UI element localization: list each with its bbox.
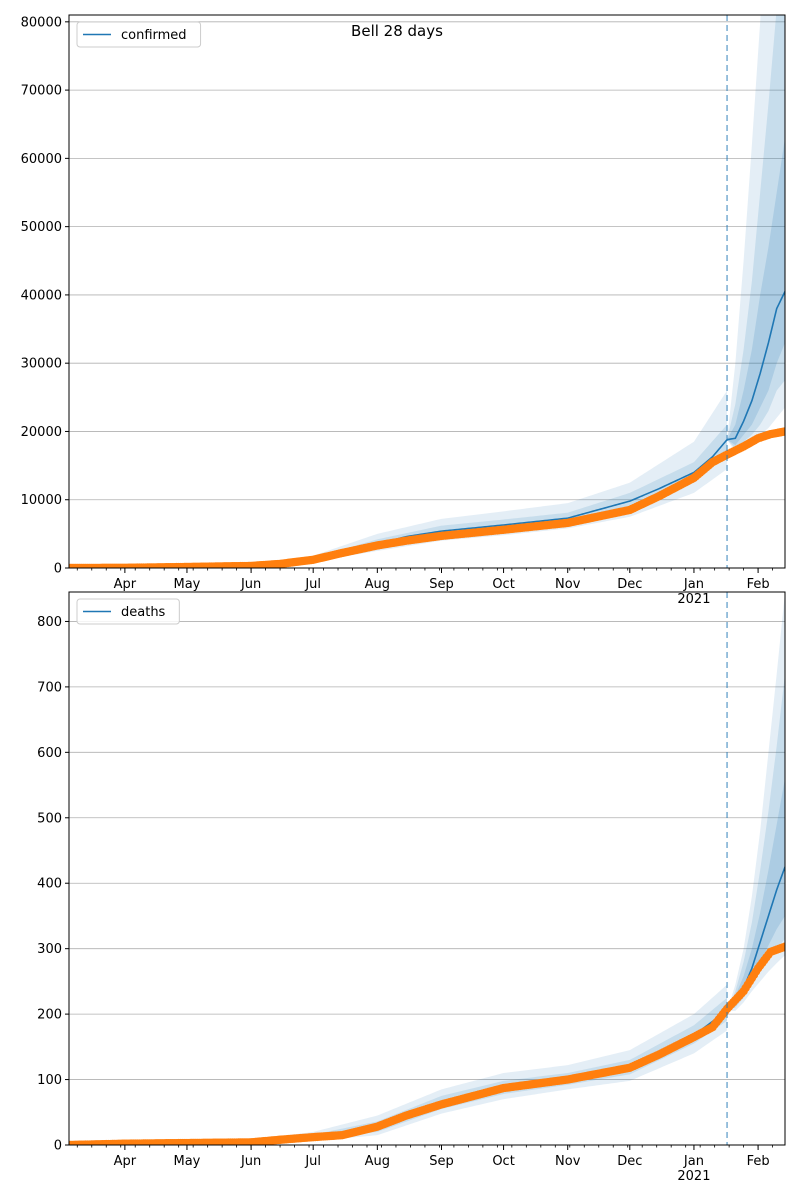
y-tick-label: 10000: [21, 493, 62, 508]
x-tick-label-line: Apr: [114, 577, 137, 592]
x-tick-label: Jun: [240, 577, 261, 592]
x-tick-label: Oct: [492, 577, 514, 592]
axes-frame: [68, 591, 786, 1146]
x-tick-label-line: 2021: [677, 1169, 710, 1184]
confirmed-panel: 0 10000 20000 30000 40000 50000 60000 70000 8000…: [21, 14, 786, 607]
history-band-outer: [69, 984, 728, 1145]
observed-series: [69, 427, 785, 568]
x-tick-label: Feb: [747, 577, 770, 592]
y-tick-label: 60000: [21, 152, 62, 167]
y-tick-label: 100: [37, 1073, 62, 1088]
legend-box: [76, 21, 202, 48]
forecast-band-50: [727, 778, 785, 1011]
legend-label: deaths: [121, 605, 166, 620]
y-tick-label: 300: [37, 942, 62, 957]
x-tick-label: Sep: [429, 1154, 454, 1169]
x-tick-label-line: Jun: [240, 577, 261, 592]
x-tick-label-line: Jan: [683, 1154, 704, 1169]
x-axis: Apr May Jun Jul Aug Sep Oct Nov Dec Jan 2021 Feb: [76, 568, 773, 607]
x-tick-label-line: Jul: [304, 577, 321, 592]
x-tick-label-line: Jan: [683, 577, 704, 592]
x-tick-label-line: Aug: [365, 577, 390, 592]
y-tick-label: 600: [37, 746, 62, 761]
x-tick-label-line: Sep: [429, 577, 454, 592]
forecast-median-line: [726, 291, 785, 441]
y-tick-label: 30000: [21, 357, 62, 372]
x-tick-label-line: May: [174, 577, 201, 592]
x-axis: Apr May Jun Jul Aug Sep Oct Nov Dec Jan 2021 Feb: [76, 1145, 773, 1184]
plot-area: [69, 15, 785, 568]
y-tick-label: 800: [37, 615, 62, 630]
x-tick-label-line: Aug: [365, 1154, 390, 1169]
x-tick-label-line: Sep: [429, 1154, 454, 1169]
x-tick-label: Feb: [747, 1154, 770, 1169]
legend-label: confirmed: [121, 28, 187, 43]
x-tick-label-line: Dec: [617, 577, 642, 592]
y-tick-label: 200: [37, 1008, 62, 1023]
x-tick-label-line: Oct: [492, 1154, 514, 1169]
x-tick-label-line: 2021: [677, 592, 710, 607]
x-tick-label: Jan 2021: [677, 1154, 710, 1184]
axes-frame: [68, 14, 786, 569]
y-tick-label: 70000: [21, 84, 62, 99]
y-tick-label: 40000: [21, 288, 62, 303]
x-tick-label-line: Nov: [555, 1154, 581, 1169]
x-tick-label: Aug: [365, 1154, 390, 1169]
x-tick-label: Dec: [617, 1154, 642, 1169]
y-axis: 0 100 200 300 400 500 600 700 800: [37, 615, 69, 1154]
y-tick-label: 20000: [21, 425, 62, 440]
x-tick-label: Sep: [429, 577, 454, 592]
y-tick-label: 700: [37, 680, 62, 695]
x-tick-label: Nov: [555, 1154, 581, 1169]
forecast-band-80: [727, 15, 785, 449]
x-tick-label: Jul: [304, 577, 321, 592]
observed-series: [69, 942, 785, 1145]
figure-title: Bell 28 days: [351, 22, 443, 40]
legend: deaths: [76, 598, 180, 625]
x-tick-label-line: May: [174, 1154, 201, 1169]
x-tick-label-line: Jun: [240, 1154, 261, 1169]
y-tick-label: 80000: [21, 15, 62, 30]
x-tick-label: Jan 2021: [677, 577, 710, 607]
observed-point: [780, 427, 785, 436]
y-axis: 0 10000 20000 30000 40000 50000 60000 70000 8000…: [21, 15, 69, 577]
y-tick-label: 50000: [21, 220, 62, 235]
x-tick-label-line: Apr: [114, 1154, 137, 1169]
x-tick-label: May: [174, 1154, 201, 1169]
x-tick-label: Apr: [114, 1154, 137, 1169]
y-tick-label: 500: [37, 811, 62, 826]
forecast-band-95: [727, 15, 785, 452]
x-tick-label: Jun: [240, 1154, 261, 1169]
x-tick-label: Jul: [304, 1154, 321, 1169]
y-tick-label: 0: [54, 562, 62, 577]
x-tick-label-line: Dec: [617, 1154, 642, 1169]
x-tick-label-line: Feb: [747, 1154, 770, 1169]
forecast-band-95: [727, 592, 785, 1011]
x-tick-label: Aug: [365, 577, 390, 592]
x-tick-label: Nov: [555, 577, 581, 592]
legend-box: [76, 598, 180, 625]
forecast-band-50: [727, 137, 785, 446]
forecast-band-80: [727, 673, 785, 1011]
deaths-panel: 0 100 200 300 400 500 600 700 800 Apr May Jun Jul Aug…: [37, 591, 786, 1184]
observed-point: [780, 942, 785, 951]
x-tick-label: May: [174, 577, 201, 592]
x-tick-label-line: Jul: [304, 1154, 321, 1169]
x-tick-label-line: Feb: [747, 577, 770, 592]
legend: confirmed: [76, 21, 202, 48]
x-tick-label: Oct: [492, 1154, 514, 1169]
y-tick-label: 0: [54, 1139, 62, 1154]
x-tick-label: Apr: [114, 577, 137, 592]
y-tick-label: 400: [37, 877, 62, 892]
x-tick-label: Dec: [617, 577, 642, 592]
x-tick-label-line: Nov: [555, 577, 581, 592]
x-tick-label-line: Oct: [492, 577, 514, 592]
plot-area: [69, 592, 785, 1145]
